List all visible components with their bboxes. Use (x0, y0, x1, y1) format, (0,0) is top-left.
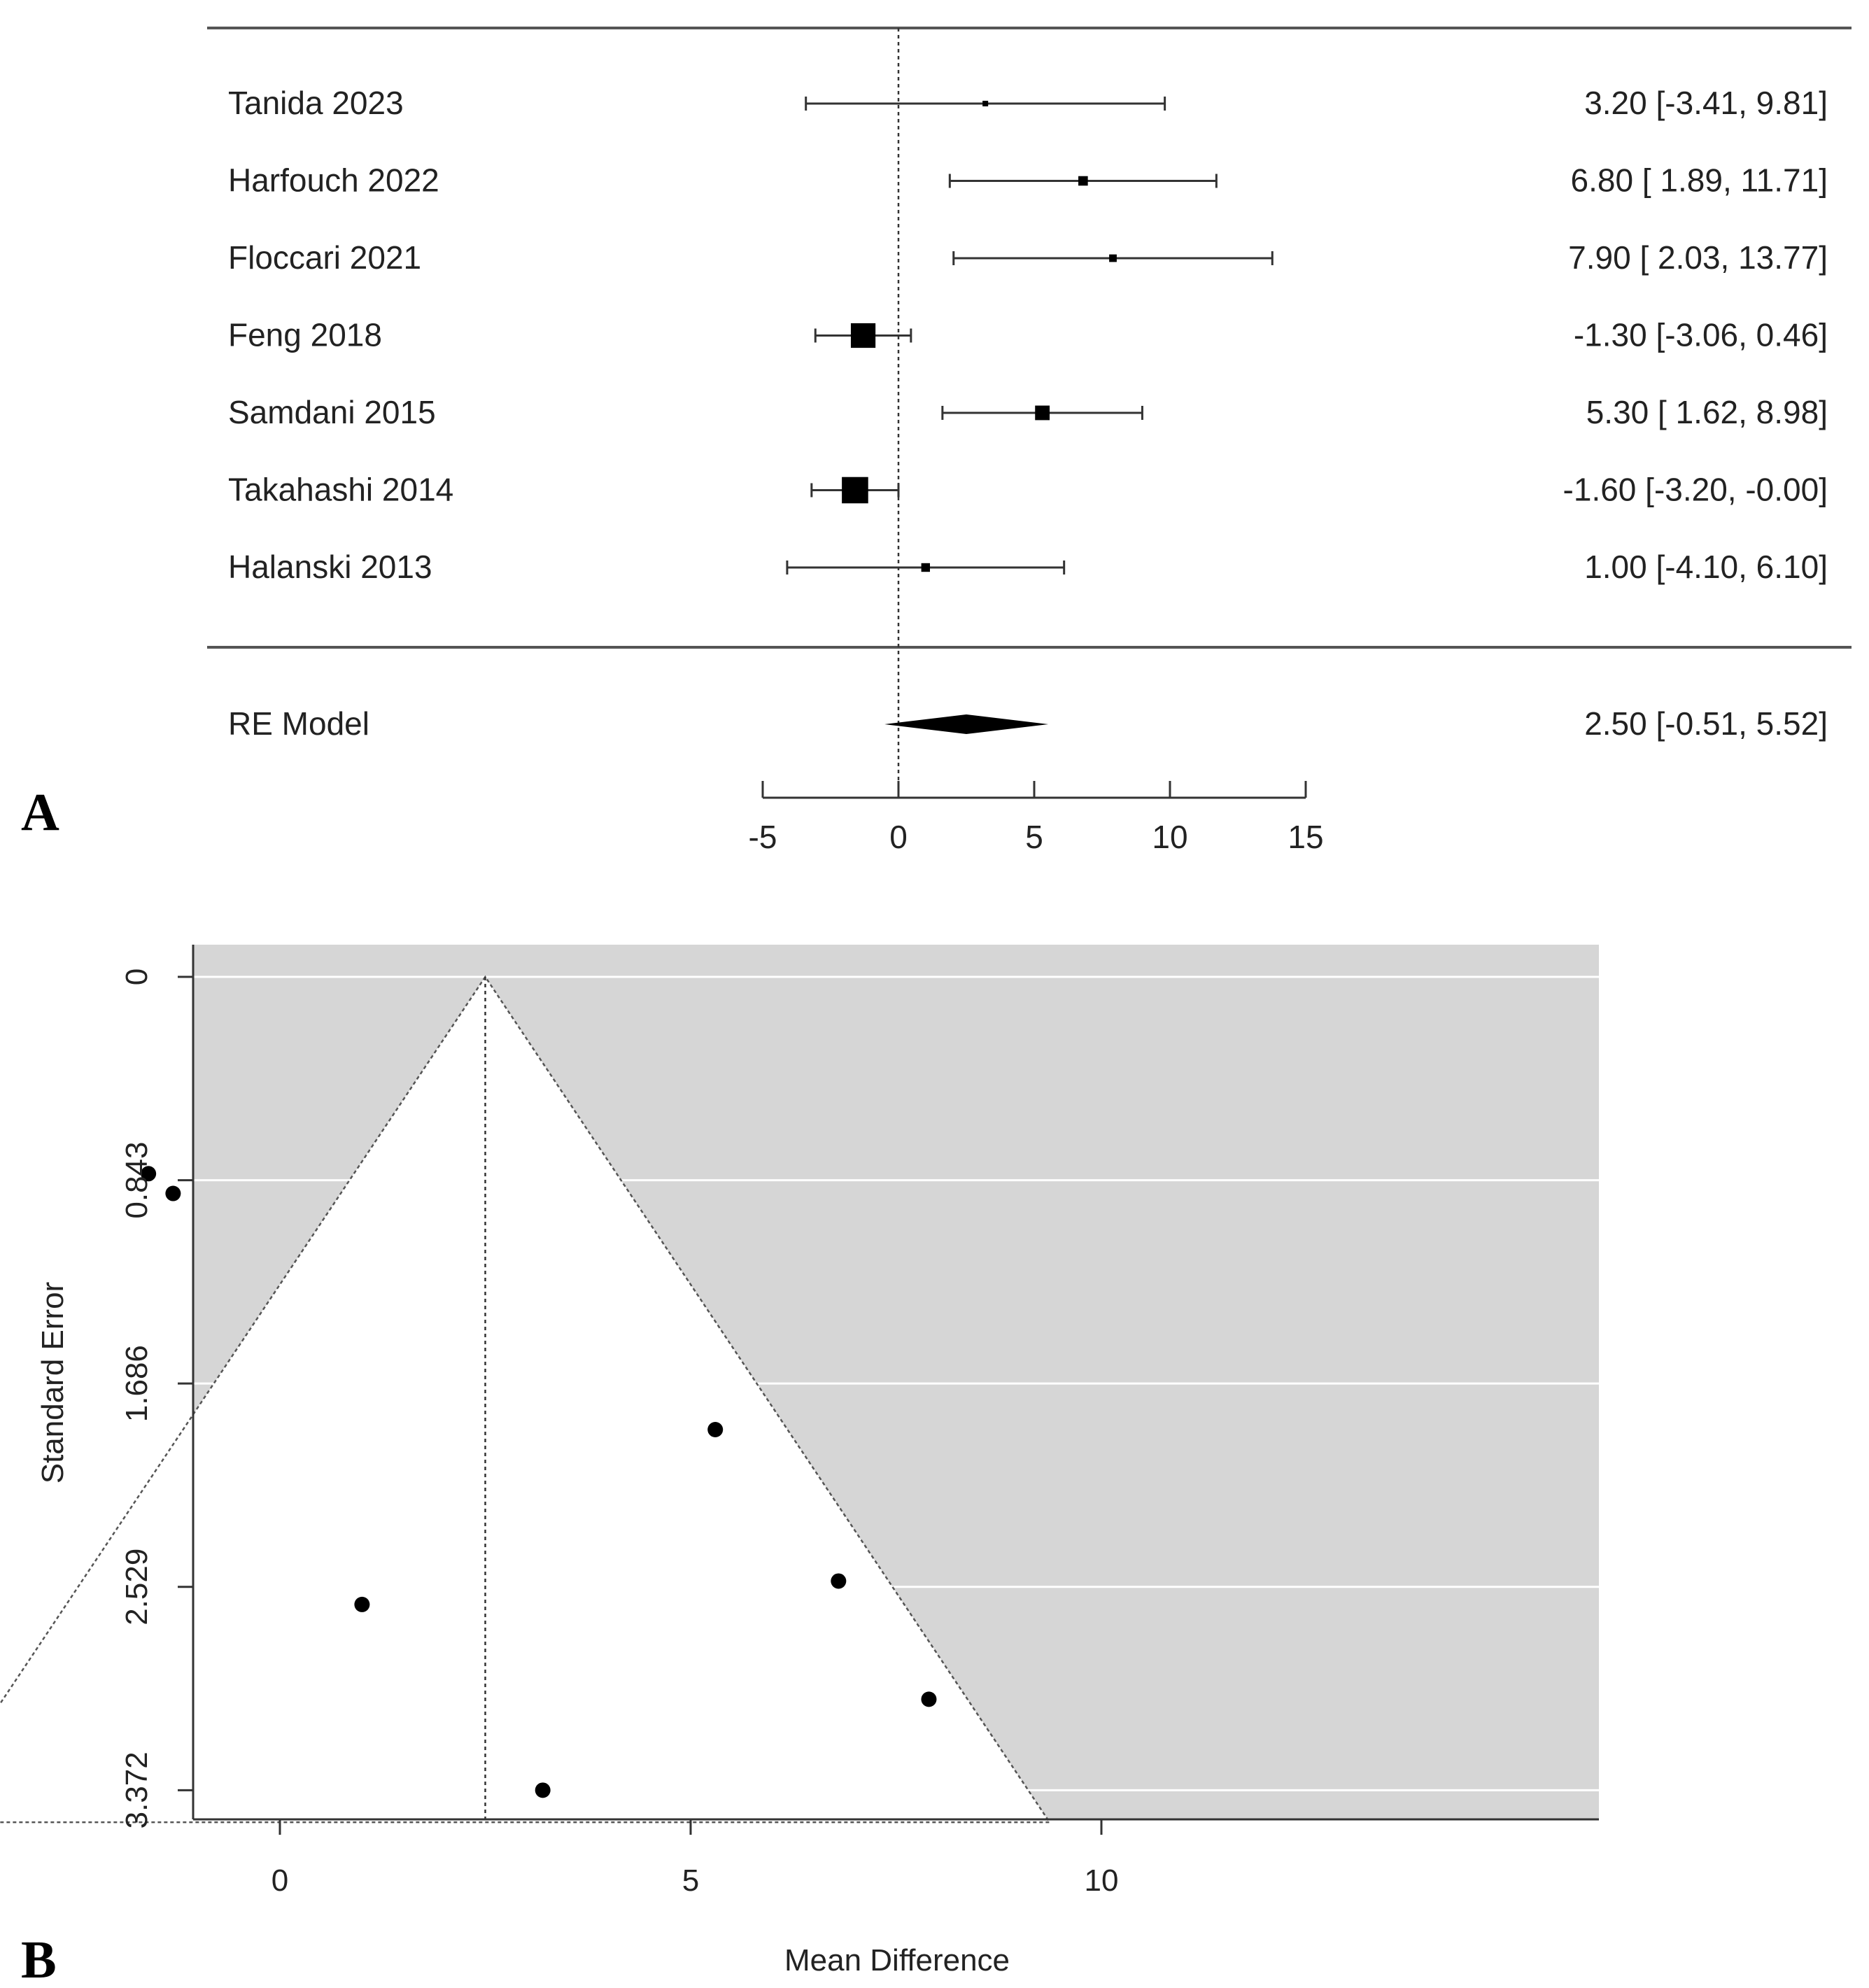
study-label: Harfouch 2022 (228, 162, 439, 199)
forest-plot: Tanida 2023 3.20 [-3.41, 9.81] Harfouch 20… (21, 27, 1852, 855)
summary-diamond (884, 714, 1049, 734)
funnel-x-tick-label: 10 (1085, 1863, 1119, 1898)
study-point-estimate (850, 323, 876, 348)
funnel-y-tick-label: 1.686 (120, 1345, 154, 1422)
study-label: Tanida 2023 (228, 85, 404, 121)
funnel-study-point (707, 1422, 724, 1438)
study-point-estimate (842, 477, 868, 504)
forest-study-row: Harfouch 2022 6.80 [ 1.89, 11.71] (228, 162, 1828, 199)
study-effect-ci: -1.60 [-3.20, -0.00] (1563, 472, 1828, 508)
study-label: Takahashi 2014 (228, 472, 453, 508)
study-effect-ci: 1.00 [-4.10, 6.10] (1584, 549, 1828, 585)
forest-x-tick-label: -5 (749, 819, 777, 855)
funnel-study-point (831, 1573, 847, 1589)
study-effect-ci: 7.90 [ 2.03, 13.77] (1568, 239, 1828, 276)
forest-study-row: Feng 2018 -1.30 [-3.06, 0.46] (228, 317, 1828, 353)
study-point-estimate (1109, 254, 1117, 262)
forest-study-row: Samdani 2015 5.30 [ 1.62, 8.98] (228, 394, 1828, 430)
study-label: Feng 2018 (228, 317, 382, 353)
forest-study-row: Tanida 2023 3.20 [-3.41, 9.81] (228, 85, 1828, 121)
forest-x-tick-label: 10 (1152, 819, 1187, 855)
forest-x-tick-label: 5 (1025, 819, 1043, 855)
funnel-y-tick-label: 2.529 (120, 1549, 154, 1626)
study-effect-ci: -1.30 [-3.06, 0.46] (1574, 317, 1828, 353)
panel-a-label: A (21, 783, 59, 842)
funnel-study-point (535, 1782, 551, 1798)
x-axis-label: Mean Difference (784, 1943, 1010, 1978)
funnel-y-tick-label: 0 (120, 968, 154, 985)
study-point-estimate (982, 101, 989, 106)
study-effect-ci: 3.20 [-3.41, 9.81] (1584, 85, 1828, 121)
funnel-y-tick-label: 3.372 (120, 1751, 154, 1828)
forest-study-row: Halanski 2013 1.00 [-4.10, 6.10] (228, 549, 1828, 585)
panel-b-label: B (21, 1931, 57, 1988)
study-effect-ci: 5.30 [ 1.62, 8.98] (1586, 394, 1828, 430)
y-axis-label: Standard Error (36, 1282, 70, 1484)
study-point-estimate (1078, 176, 1088, 186)
funnel-study-point (354, 1596, 370, 1612)
funnel-y-tick-label: 0.843 (120, 1142, 154, 1219)
study-label: Halanski 2013 (228, 549, 432, 585)
funnel-x-tick-label: 5 (682, 1863, 699, 1898)
forest-x-tick-label: 15 (1288, 819, 1323, 855)
funnel-x-tick-label: 0 (271, 1863, 288, 1898)
study-effect-ci: 6.80 [ 1.89, 11.71] (1571, 162, 1828, 199)
study-label: Samdani 2015 (228, 394, 436, 430)
study-point-estimate (1035, 405, 1050, 421)
forest-study-row: Takahashi 2014 -1.60 [-3.20, -0.00] (228, 472, 1828, 508)
study-label: Floccari 2021 (228, 239, 421, 276)
forest-x-tick-label: 0 (889, 819, 908, 855)
forest-study-row: Floccari 2021 7.90 [ 2.03, 13.77] (228, 239, 1828, 276)
funnel-region (0, 975, 1052, 1824)
study-point-estimate (921, 563, 930, 572)
funnel-study-point (921, 1691, 937, 1707)
summary-effect-ci: 2.50 [-0.51, 5.52] (1584, 705, 1828, 742)
funnel-study-point (141, 1166, 157, 1182)
summary-label: RE Model (228, 705, 369, 742)
funnel-study-point (165, 1185, 181, 1201)
